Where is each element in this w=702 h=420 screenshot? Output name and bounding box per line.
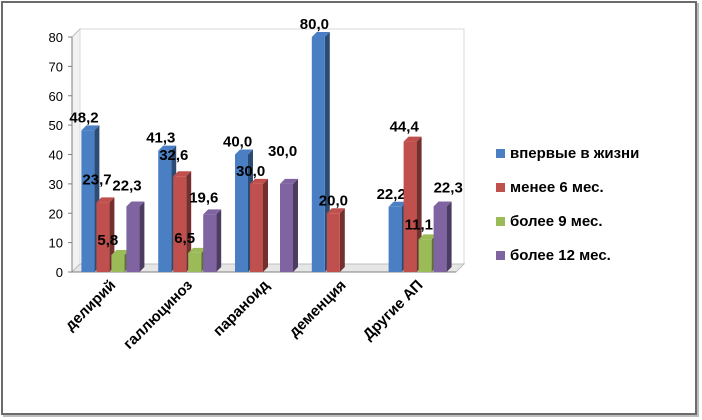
legend-swatch xyxy=(496,183,505,192)
data-label: 22,2 xyxy=(377,186,406,203)
data-label: 30,0 xyxy=(236,163,265,180)
bar xyxy=(250,183,263,272)
x-tick-label: делирий xyxy=(62,277,119,334)
data-label: 32,6 xyxy=(159,147,188,164)
bar xyxy=(173,176,187,272)
legend-swatch xyxy=(496,251,505,260)
y-tick-label: 30 xyxy=(49,177,63,192)
data-label: 41,3 xyxy=(146,130,175,147)
data-label: 11,1 xyxy=(405,216,433,233)
data-label: 19,6 xyxy=(189,189,218,206)
data-label: 5,8 xyxy=(97,232,118,249)
bar-side xyxy=(139,201,145,272)
y-tick-label: 10 xyxy=(49,236,63,251)
bar-top xyxy=(311,32,330,37)
bar-top xyxy=(235,149,253,155)
x-tick-label: Другие АП xyxy=(360,277,427,344)
y-tick-label: 70 xyxy=(49,59,63,74)
x-tick-label: параноид xyxy=(210,276,273,339)
y-tick-label: 80 xyxy=(49,30,63,45)
bar-top xyxy=(158,145,177,151)
data-label: 30,0 xyxy=(268,143,297,160)
bar xyxy=(326,213,340,272)
data-label: 48,2 xyxy=(69,109,98,126)
bar-top xyxy=(173,171,192,177)
bar xyxy=(403,141,417,272)
bar-side xyxy=(263,178,268,272)
y-tick-label: 40 xyxy=(49,148,63,163)
bar-side xyxy=(216,209,222,272)
bar-side xyxy=(186,171,192,272)
legend-item: менее 6 мес. xyxy=(510,179,604,196)
legend-swatch xyxy=(496,217,505,226)
y-tick-label: 0 xyxy=(56,265,63,280)
bar-top xyxy=(203,209,222,215)
bar xyxy=(126,206,140,272)
bar xyxy=(81,130,95,272)
bar xyxy=(158,150,172,272)
legend-item: более 12 мес. xyxy=(510,247,611,264)
legend-item: впервые в жизни xyxy=(510,145,639,162)
bar-top xyxy=(280,178,298,184)
data-label: 6,5 xyxy=(174,230,195,247)
bar-top xyxy=(126,201,145,207)
bar xyxy=(111,254,125,272)
legend-item: более 9 мес. xyxy=(510,213,603,230)
bar-top xyxy=(250,178,268,184)
bar xyxy=(418,239,432,272)
x-tick-label: галлюциноз xyxy=(120,277,196,353)
bar-side xyxy=(293,178,298,272)
bar-top xyxy=(326,208,345,214)
bar-top xyxy=(96,197,115,203)
bar-top xyxy=(81,125,100,131)
bar xyxy=(311,37,325,272)
bar xyxy=(96,202,110,272)
y-tick-label: 60 xyxy=(49,89,63,104)
bar-top xyxy=(111,249,130,255)
bar xyxy=(235,154,248,272)
bar-top xyxy=(418,234,437,240)
data-label: 40,0 xyxy=(223,134,252,151)
bar-top xyxy=(403,136,422,142)
data-label: 22,3 xyxy=(112,177,141,194)
bar-top xyxy=(388,201,407,207)
bar xyxy=(188,252,202,272)
bar-side xyxy=(339,208,345,272)
legend-swatch xyxy=(496,149,505,158)
bar-side xyxy=(446,201,452,272)
y-tick-label: 20 xyxy=(49,206,63,221)
bar-top xyxy=(188,247,207,253)
data-label: 20,0 xyxy=(319,192,348,209)
x-tick-label: деменция xyxy=(286,277,350,341)
bar xyxy=(388,206,402,272)
bar xyxy=(203,214,217,272)
bar xyxy=(433,206,447,272)
y-tick-label: 50 xyxy=(49,118,63,133)
data-label: 23,7 xyxy=(82,171,111,188)
data-label: 22,3 xyxy=(434,179,463,196)
data-label: 80,0 xyxy=(300,16,329,33)
side-wall xyxy=(71,27,81,274)
data-label: 44,4 xyxy=(390,119,420,136)
bar-top xyxy=(433,201,452,207)
bar xyxy=(280,183,293,272)
